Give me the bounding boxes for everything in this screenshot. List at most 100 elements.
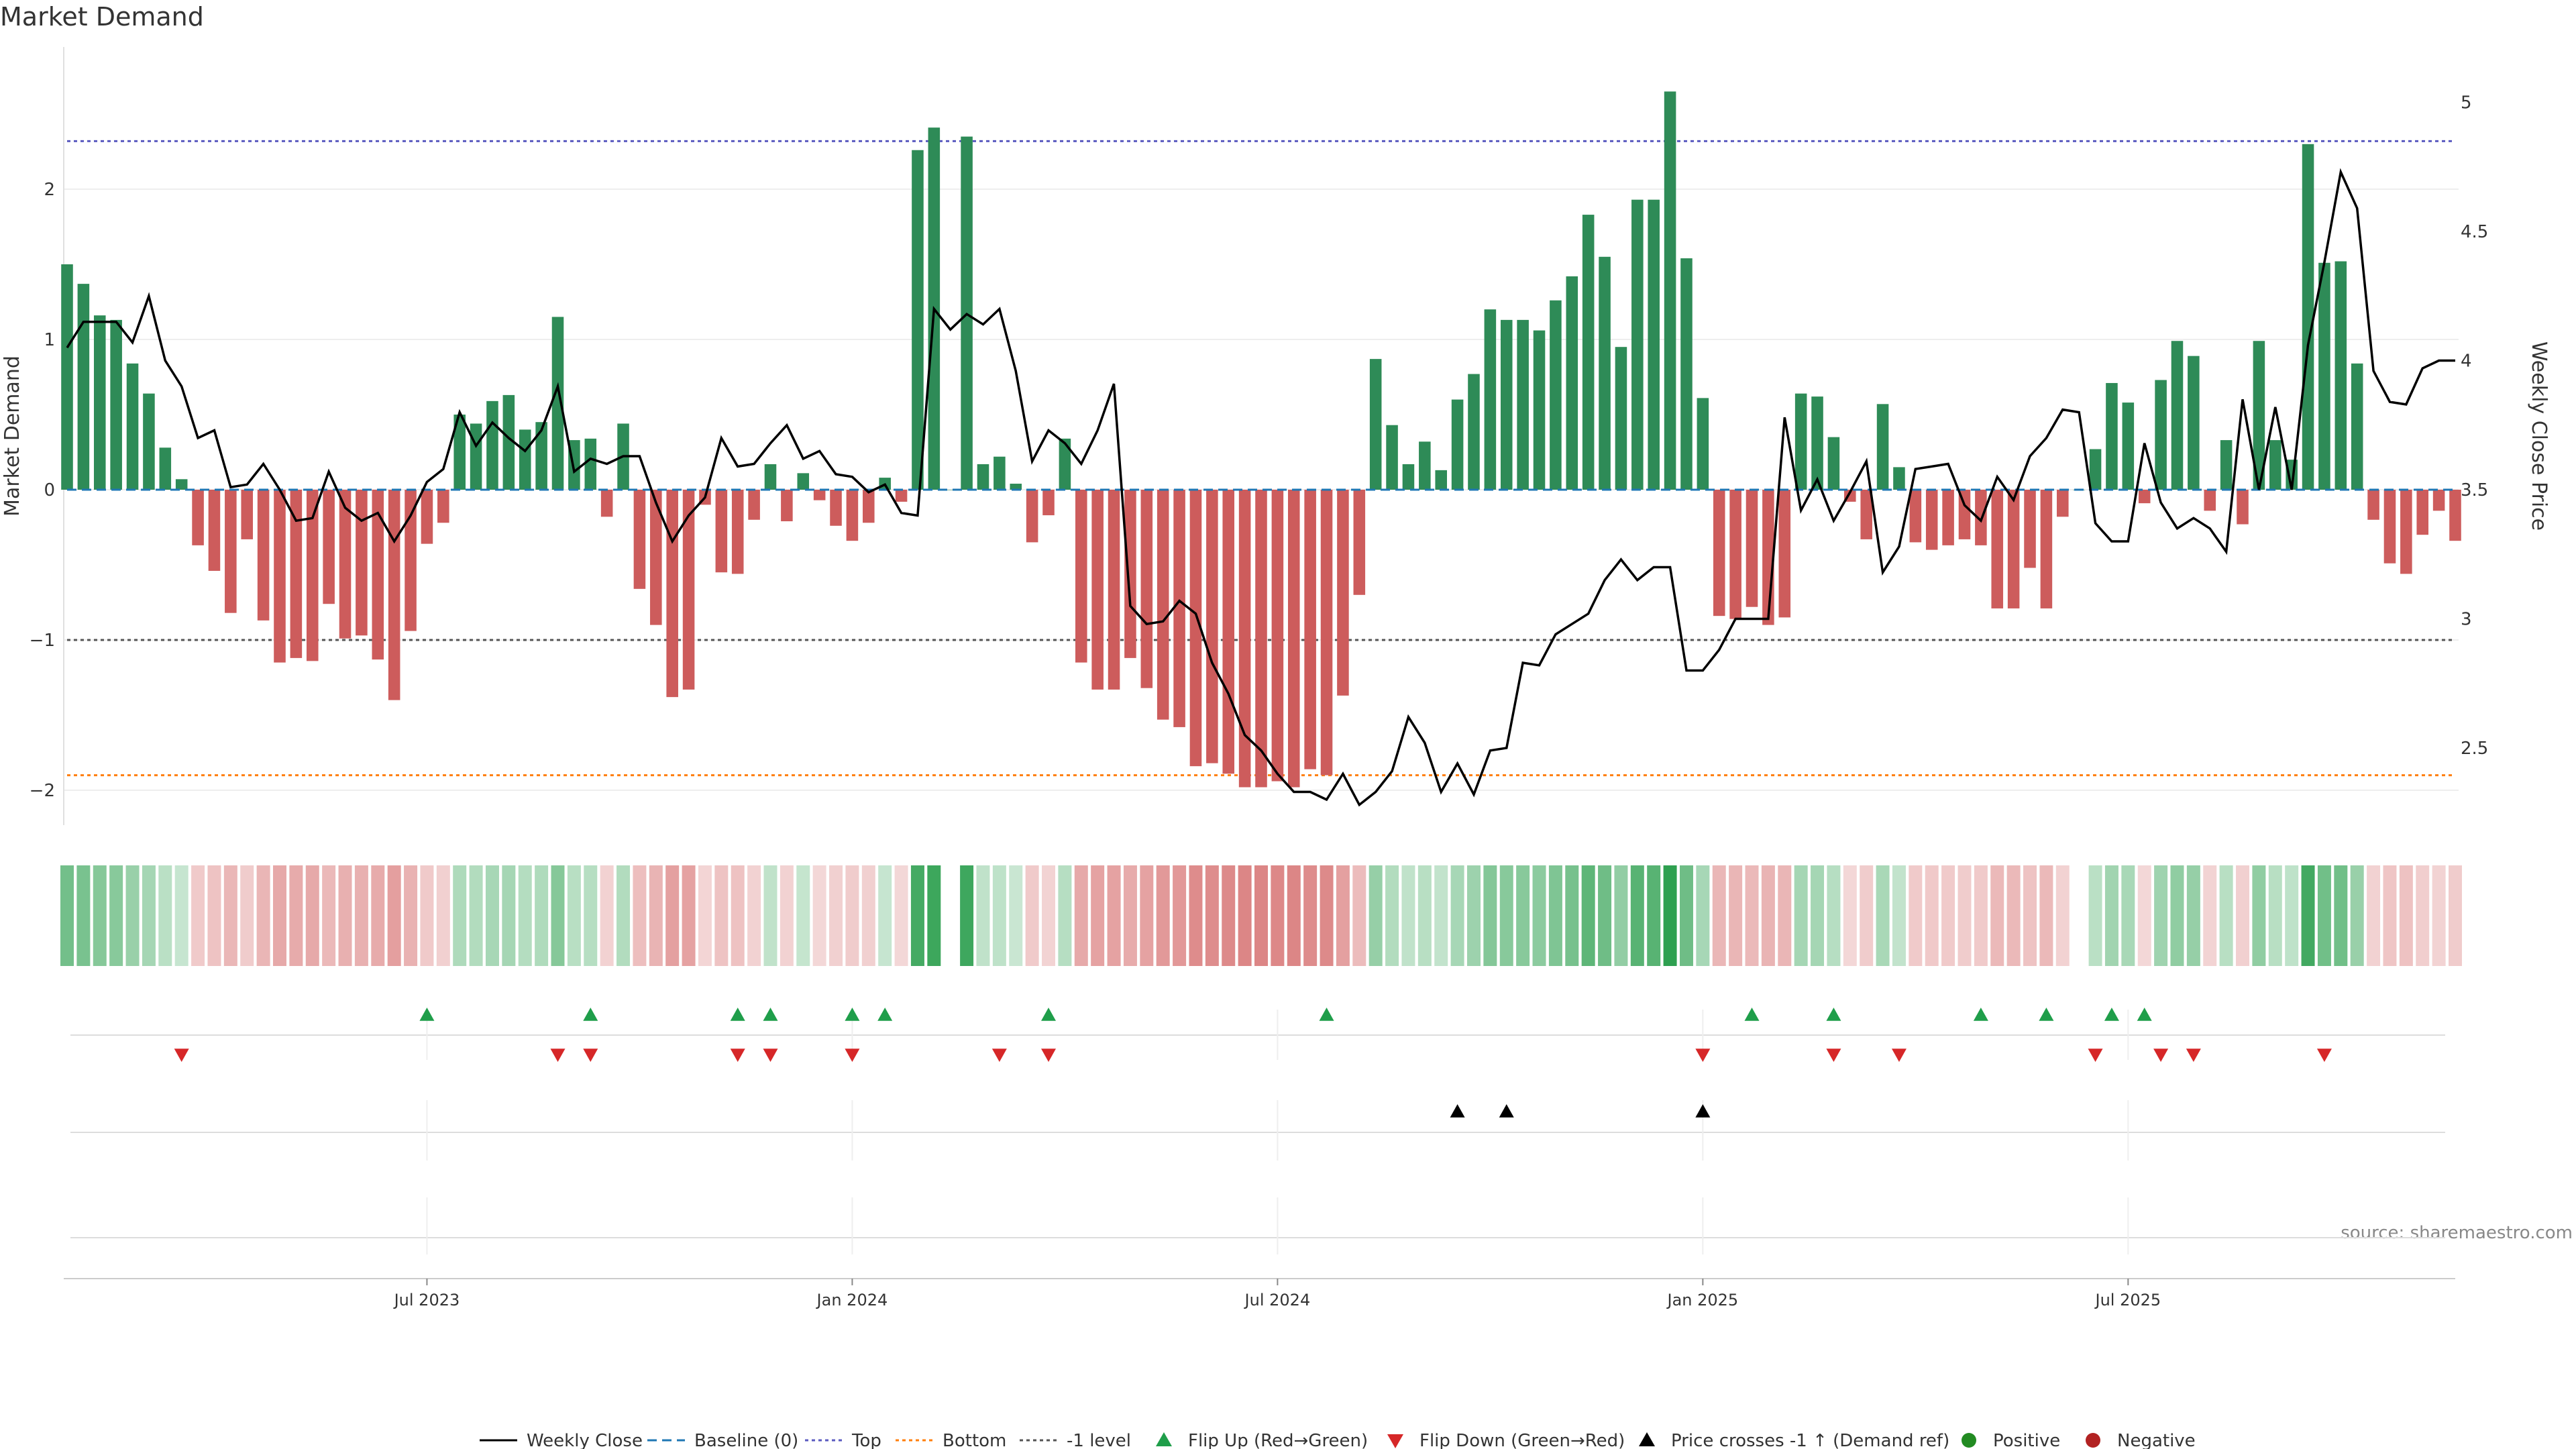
strip-cell [1696, 865, 1710, 966]
strip-cell [812, 865, 826, 966]
strip-cell [567, 865, 581, 966]
strip-cell [1107, 865, 1121, 966]
demand-bar [93, 315, 106, 490]
demand-bar [2351, 363, 2363, 490]
demand-bar [159, 447, 172, 490]
legend-label: Flip Down (Green→Red) [1419, 1431, 1625, 1449]
demand-bar [1664, 91, 1676, 490]
demand-bar [519, 429, 531, 490]
strip-cell [910, 865, 924, 966]
strip-cell [1876, 865, 1890, 966]
strip-cell [1336, 865, 1350, 966]
strip-cell [125, 865, 140, 966]
demand-bar [2155, 380, 2167, 490]
demand-bar [290, 490, 303, 658]
demand-heat-strip [60, 865, 2462, 966]
demand-bar [813, 490, 826, 500]
legend-item: -1 level [1020, 1431, 1131, 1449]
demand-bar [2237, 490, 2249, 525]
demand-bar [1631, 199, 1644, 490]
strip-cell [256, 865, 270, 966]
flip-down-marker [845, 1049, 860, 1062]
flip-up-marker [845, 1008, 860, 1021]
legend-label: Weekly Close [527, 1431, 643, 1449]
flip-up-marker [2104, 1008, 2119, 1021]
demand-bar [1157, 490, 1169, 720]
strip-cell [1499, 865, 1513, 966]
flip-down-marker [1891, 1049, 1907, 1062]
strip-cell [1827, 865, 1841, 966]
strip-cell [272, 865, 286, 966]
y-tick-label: 2 [44, 180, 55, 200]
strip-cell [2317, 865, 2331, 966]
demand-bar [1010, 484, 1022, 490]
strip-cell [1892, 865, 1906, 966]
legend-item: Bottom [896, 1431, 1006, 1449]
demand-bar [1140, 490, 1153, 688]
demand-bar [748, 490, 760, 520]
demand-bar [2302, 144, 2314, 490]
demand-bar [2269, 440, 2282, 490]
strip-cell [1287, 865, 1301, 966]
flip-up-marker [877, 1008, 893, 1021]
strip-cell [2367, 865, 2381, 966]
demand-bar [110, 319, 122, 490]
strip-cell [502, 865, 516, 966]
demand-bar [323, 490, 335, 604]
price-cross-marker [1695, 1104, 1711, 1118]
demand-bar [192, 490, 204, 545]
y-tick-label: 0 [44, 480, 55, 500]
strip-cell [2449, 865, 2462, 966]
strip-cell [1271, 865, 1285, 966]
flip-down-marker [1041, 1049, 1057, 1062]
demand-bar [1337, 490, 1349, 696]
strip-cell [2432, 865, 2446, 966]
demand-bar [2449, 490, 2461, 541]
flip-down-marker [583, 1049, 598, 1062]
strip-cell [1761, 865, 1775, 966]
strip-cell [2301, 865, 2315, 966]
strip-cell [1009, 865, 1023, 966]
strip-cell [453, 865, 467, 966]
strip-cell [1843, 865, 1857, 966]
strip-cell [1778, 865, 1792, 966]
demand-bar [863, 490, 875, 523]
demand-bar [535, 422, 547, 490]
demand-bar [2106, 382, 2118, 490]
strip-cell [1794, 865, 1808, 966]
weekly-close-path [66, 168, 2455, 807]
legend-swatch [1639, 1432, 1655, 1446]
strip-cell [763, 865, 777, 966]
strip-cell [747, 865, 761, 966]
demand-bar [731, 490, 744, 574]
demand-bar [2334, 261, 2347, 490]
demand-bar [453, 415, 466, 490]
legend-label: Negative [2117, 1431, 2196, 1449]
strip-cell [2334, 865, 2348, 966]
demand-bar [1778, 490, 1791, 618]
strip-cell [1450, 865, 1464, 966]
demand-bar [2040, 490, 2053, 608]
strip-cell [518, 865, 532, 966]
demand-bars [61, 91, 2461, 788]
demand-bar [437, 490, 449, 523]
demand-bar [2432, 490, 2445, 511]
demand-bar [306, 490, 319, 661]
y2-axis-ticks: 2.5 3 3.5 4 4.5 5 [2461, 93, 2488, 759]
demand-bar [781, 490, 793, 522]
flip-up-marker [730, 1008, 745, 1021]
demand-bar [1075, 490, 1087, 663]
x-tick-label: Jul 2023 [393, 1291, 460, 1309]
demand-bar [2318, 262, 2330, 490]
strip-cell [2121, 865, 2135, 966]
strip-cell [1025, 865, 1039, 966]
demand-bar [551, 317, 564, 490]
flip-down-marker [763, 1049, 778, 1062]
legend-label: Baseline (0) [694, 1431, 798, 1449]
strip-cell [2006, 865, 2021, 966]
flip-up-marker [1041, 1008, 1057, 1021]
demand-bar [1893, 467, 1905, 490]
y2-tick-label: 5 [2461, 93, 2472, 113]
strip-cell [404, 865, 418, 966]
legend-label: Bottom [943, 1431, 1006, 1449]
